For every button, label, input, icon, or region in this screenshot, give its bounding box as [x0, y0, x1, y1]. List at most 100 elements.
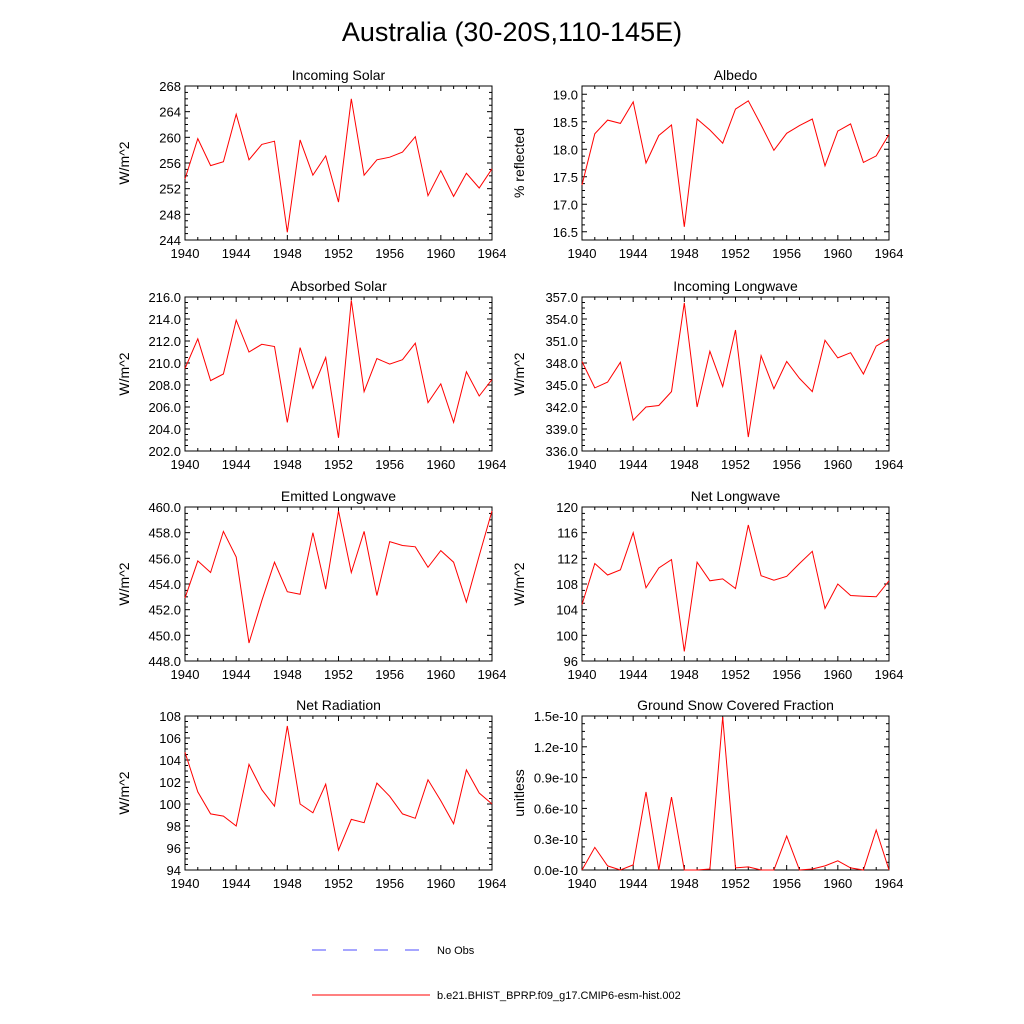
x-tick-label: 1956: [772, 246, 801, 261]
y-tick-label: 19.0: [553, 87, 578, 102]
x-tick-label: 1944: [619, 457, 648, 472]
x-tick-label: 1960: [823, 246, 852, 261]
series-line: [184, 98, 493, 233]
series-line: [184, 510, 493, 644]
y-tick-label: 116: [557, 526, 578, 541]
x-tick-label: 1940: [568, 246, 597, 261]
y-tick-label: 112: [557, 551, 578, 566]
panel-title: Net Longwave: [691, 488, 781, 504]
x-tick-label: 1952: [324, 246, 353, 261]
y-tick-label: 17.5: [553, 170, 578, 185]
y-tick-label: 354.0: [545, 312, 578, 327]
x-tick-label: 1956: [375, 876, 404, 891]
panel-title: Ground Snow Covered Fraction: [637, 697, 834, 713]
x-tick-label: 1964: [478, 246, 507, 261]
y-tick-label: 460.0: [148, 500, 181, 515]
panel-8: 1940 1944 1948 1952 1956 1960 1964 0.0e-10 0.3e-…: [511, 697, 903, 891]
y-axis-label: W/m^2: [511, 562, 527, 605]
y-tick-label: 248: [159, 207, 181, 222]
series-line: [184, 300, 493, 438]
x-tick-label: 1956: [772, 876, 801, 891]
y-tick-label: 0.6e-10: [534, 801, 578, 816]
y-tick-label: 256: [159, 156, 181, 171]
x-tick-label: 1960: [426, 457, 455, 472]
panel-title: Incoming Solar: [292, 67, 386, 83]
x-tick-label: 1948: [273, 876, 302, 891]
y-tick-label: 96: [167, 841, 181, 856]
y-tick-label: 0.0e-10: [534, 863, 578, 878]
x-tick-label: 1964: [478, 457, 507, 472]
y-tick-label: 94: [167, 863, 181, 878]
y-tick-label: 214.0: [148, 312, 181, 327]
x-tick-label: 1956: [375, 246, 404, 261]
panel-3: 1940 1944 1948 1952 1956 1960 1964 202.0 204.0 20…: [116, 278, 506, 472]
y-tick-label: 336.0: [545, 444, 578, 459]
panel-5: 1940 1944 1948 1952 1956 1960 1964 448.0 450.0 45…: [116, 488, 506, 682]
y-tick-label: 202.0: [148, 444, 181, 459]
x-tick-label: 1940: [568, 457, 597, 472]
x-tick-label: 1960: [426, 246, 455, 261]
y-axis-label: unitless: [511, 769, 527, 816]
x-tick-label: 1960: [823, 457, 852, 472]
x-tick-label: 1948: [273, 246, 302, 261]
series-line: [581, 716, 890, 871]
x-tick-label: 1956: [375, 457, 404, 472]
x-tick-label: 1940: [171, 876, 200, 891]
plot-frame: [581, 296, 890, 452]
series-line: [184, 725, 493, 852]
panel-4: 1940 1944 1948 1952 1956 1960 1964 336.0 339.0 34…: [511, 278, 903, 472]
x-tick-label: 1944: [619, 876, 648, 891]
plot-frame: [184, 506, 493, 662]
x-tick-label: 1956: [772, 667, 801, 682]
x-tick-label: 1960: [426, 876, 455, 891]
y-tick-label: 17.0: [553, 197, 578, 212]
y-axis-label: W/m^2: [116, 771, 132, 814]
x-tick-label: 1964: [875, 246, 904, 261]
y-tick-label: 264: [159, 105, 181, 120]
y-tick-label: 108: [556, 577, 578, 592]
x-tick-label: 1940: [568, 876, 597, 891]
y-tick-label: 348.0: [545, 356, 578, 371]
x-tick-label: 1948: [670, 876, 699, 891]
y-axis-label: W/m^2: [116, 141, 132, 184]
y-tick-label: 268: [159, 79, 181, 94]
x-tick-label: 1964: [875, 457, 904, 472]
y-tick-label: 252: [159, 182, 181, 197]
panel-title: Emitted Longwave: [281, 488, 396, 504]
x-tick-label: 1964: [875, 667, 904, 682]
x-tick-label: 1948: [670, 667, 699, 682]
x-tick-label: 1944: [222, 246, 251, 261]
series-line: [581, 302, 890, 438]
y-tick-label: 450.0: [148, 628, 181, 643]
x-tick-label: 1940: [171, 667, 200, 682]
x-tick-label: 1952: [721, 457, 750, 472]
y-tick-label: 206.0: [148, 400, 181, 415]
x-tick-label: 1948: [273, 457, 302, 472]
x-tick-label: 1952: [324, 876, 353, 891]
y-tick-label: 102: [159, 775, 181, 790]
panel-title: Net Radiation: [296, 697, 381, 713]
x-tick-label: 1952: [324, 457, 353, 472]
y-tick-label: 1.5e-10: [534, 709, 578, 724]
y-axis-label: % reflected: [511, 128, 527, 198]
legend: No Obs b.e21.BHIST_BPRP.f09_g17.CMIP6-esm…: [312, 945, 681, 1002]
panel-6: 1940 1944 1948 1952 1956 1960 1964 96 100 104 108 1…: [511, 488, 903, 682]
y-tick-label: 204.0: [148, 422, 181, 437]
y-axis-label: W/m^2: [116, 352, 132, 395]
y-tick-label: 345.0: [545, 378, 578, 393]
y-tick-label: 458.0: [148, 526, 181, 541]
y-tick-label: 98: [167, 819, 181, 834]
y-tick-label: 351.0: [545, 334, 578, 349]
x-tick-label: 1964: [478, 667, 507, 682]
y-tick-label: 104: [159, 753, 181, 768]
plot-frame: [184, 85, 493, 241]
x-tick-label: 1948: [273, 667, 302, 682]
x-tick-label: 1952: [721, 246, 750, 261]
y-tick-label: 96: [564, 654, 578, 669]
series-line: [581, 524, 890, 652]
y-tick-label: 106: [159, 731, 181, 746]
x-tick-label: 1964: [875, 876, 904, 891]
x-tick-label: 1944: [222, 876, 251, 891]
x-tick-label: 1952: [721, 876, 750, 891]
y-tick-label: 452.0: [148, 603, 181, 618]
